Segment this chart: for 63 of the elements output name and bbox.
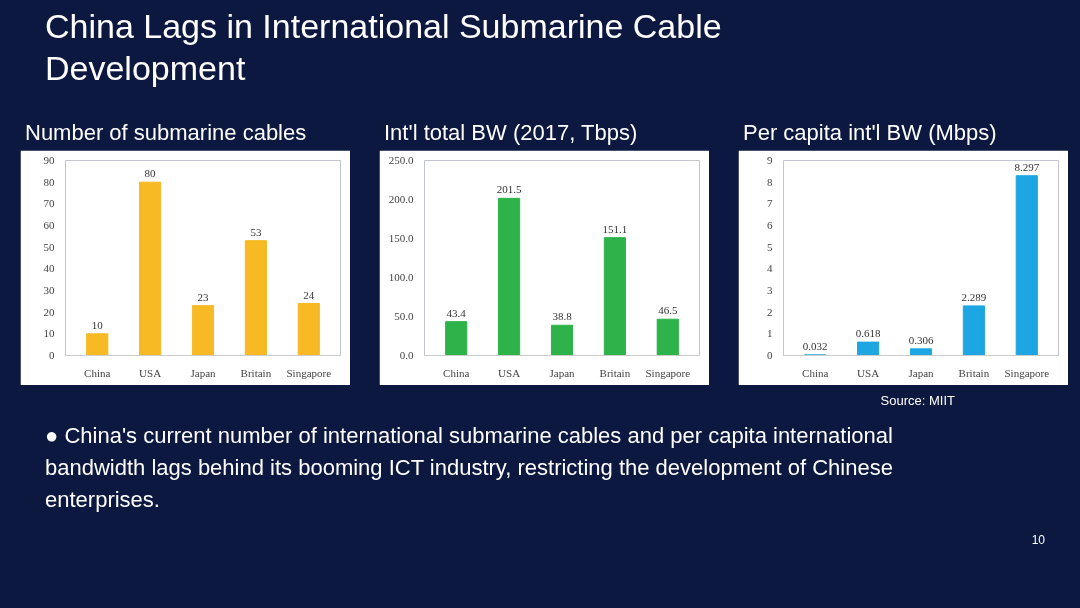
y-tick-label: 150.0 <box>388 232 414 244</box>
y-tick-label: 20 <box>43 305 55 318</box>
x-tick-label: USA <box>857 366 880 379</box>
y-tick-label: 10 <box>43 327 55 340</box>
y-tick-label: 40 <box>43 262 55 275</box>
data-label: 201.5 <box>496 183 522 196</box>
y-tick-label: 4 <box>767 262 773 275</box>
y-tick-label: 8 <box>767 175 773 188</box>
data-label: 24 <box>303 288 315 301</box>
y-tick-label: 250.0 <box>388 154 414 166</box>
x-tick-label: Britain <box>240 366 272 379</box>
chart-title: Per capita int'l BW (Mbps) <box>743 119 997 147</box>
y-tick-label: 90 <box>43 154 55 166</box>
x-tick-label: China <box>802 366 829 379</box>
y-tick-label: 7 <box>767 197 773 210</box>
y-tick-label: 60 <box>43 219 55 231</box>
data-label: 2.289 <box>961 290 987 303</box>
y-tick-label: 50 <box>43 240 55 253</box>
y-tick-label: 6 <box>767 219 773 231</box>
data-label: 0.032 <box>802 339 828 352</box>
y-tick-label: 1 <box>767 327 773 340</box>
data-label: 80 <box>144 167 157 180</box>
data-label: 53 <box>250 225 262 238</box>
source-note: Source: MIIT <box>880 392 955 410</box>
x-tick-label: Japan <box>549 366 576 379</box>
x-tick-label: China <box>84 366 111 379</box>
y-tick-label: 70 <box>43 197 55 210</box>
data-label: 38.8 <box>552 310 573 323</box>
x-tick-label: Japan <box>190 366 217 379</box>
data-label: 46.5 <box>658 304 678 317</box>
y-tick-label: 9 <box>767 154 773 166</box>
chart-title: Int'l total BW (2017, Tbps) <box>384 119 638 147</box>
x-tick-label: USA <box>139 366 162 379</box>
text: China Lags in International Submarine Cable Development <box>45 6 723 89</box>
data-label: 8.297 <box>1014 160 1040 173</box>
text: 10 <box>1031 532 1045 549</box>
y-tick-label: 0.0 <box>399 349 414 361</box>
y-tick-label: 5 <box>767 240 773 253</box>
x-tick-label: USA <box>498 366 521 379</box>
text: ● China's current number of international submarine cables and per capita international bandwidth lags behind its booming ICT industry, restricting the development of Chinese enterprises. <box>45 422 894 514</box>
data-label: 10 <box>91 318 104 331</box>
x-tick-label: Japan <box>908 366 935 379</box>
x-tick-label: China <box>443 366 470 379</box>
data-label: 151.1 <box>602 222 628 235</box>
y-tick-label: 50.0 <box>394 310 414 322</box>
data-label: 0.306 <box>908 333 934 346</box>
x-tick-label: Britain <box>958 366 990 379</box>
x-tick-label: Singapore <box>286 366 332 379</box>
data-label: 43.4 <box>446 306 467 319</box>
chart-title: Number of submarine cables <box>25 119 307 147</box>
y-tick-label: 3 <box>767 284 773 296</box>
data-label: 0.618 <box>855 327 881 340</box>
data-label: 23 <box>197 290 209 303</box>
y-tick-label: 2 <box>767 305 773 318</box>
y-tick-label: 100.0 <box>388 271 414 283</box>
y-tick-label: 80 <box>43 175 55 188</box>
y-tick-label: 0 <box>767 349 773 361</box>
x-tick-label: Singapore <box>1004 366 1050 379</box>
y-tick-label: 0 <box>49 349 55 361</box>
x-tick-label: Singapore <box>645 366 691 379</box>
y-tick-label: 200.0 <box>388 193 414 205</box>
x-tick-label: Britain <box>599 366 631 379</box>
y-tick-label: 30 <box>43 284 55 296</box>
